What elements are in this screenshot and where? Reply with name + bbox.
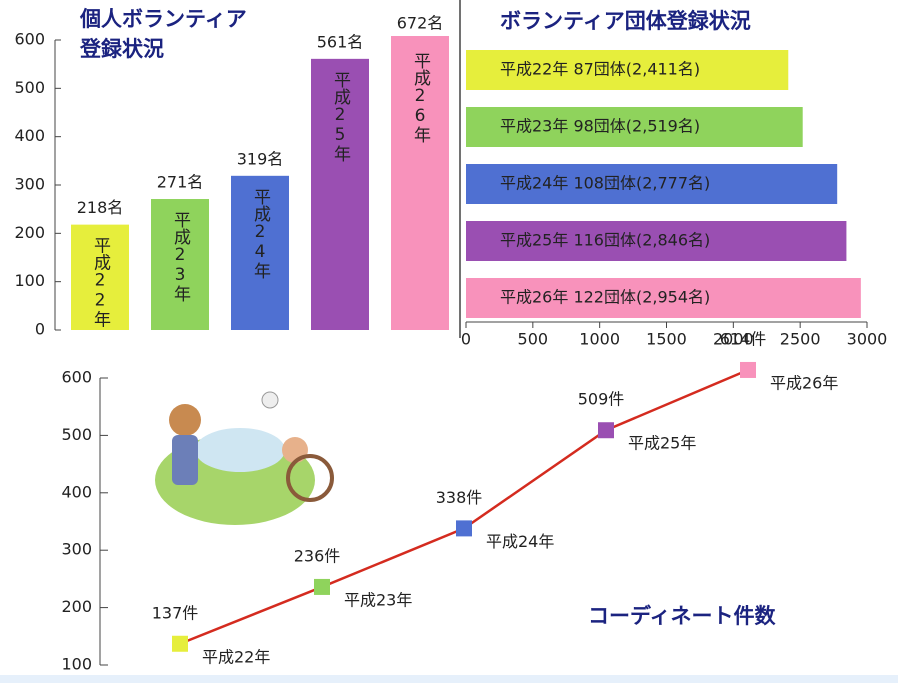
value-label: 319名 (237, 149, 284, 168)
value-label: 338件 (436, 488, 483, 507)
x-tick-label: 3000 (847, 330, 888, 349)
value-label: 平成26年 122団体(2,954名) (500, 288, 710, 307)
category-label: 平成24年 (250, 188, 271, 279)
category-label: 平成23年 (344, 590, 412, 609)
category-label: 平成22年 (90, 237, 111, 328)
x-tick-label: 0 (461, 330, 471, 349)
value-label: 137件 (152, 603, 199, 622)
chart-title: 登録状況 (79, 37, 164, 61)
category-label: 平成26年 (410, 52, 431, 143)
y-tick-label: 0 (35, 320, 45, 339)
value-label: 平成23年 98団体(2,519名) (500, 117, 700, 136)
value-label: 平成25年 116団体(2,846名) (500, 231, 710, 250)
y-tick-label: 400 (61, 482, 92, 501)
marker (598, 422, 614, 438)
category-label: 平成24年 (486, 532, 554, 551)
marker (314, 579, 330, 595)
frame (0, 675, 898, 683)
x-tick-label: 1500 (646, 330, 687, 349)
value-label: 614件 (720, 329, 767, 348)
marker (740, 362, 756, 378)
y-tick-label: 200 (61, 597, 92, 616)
value-label: 平成22年 87団体(2,411名) (500, 60, 700, 79)
category-label: 平成26年 (770, 373, 838, 392)
value-label: 平成24年 108団体(2,777名) (500, 174, 710, 193)
category-label: 平成22年 (202, 647, 270, 666)
y-tick-label: 100 (61, 655, 92, 674)
x-tick-label: 1000 (579, 330, 620, 349)
y-tick-label: 600 (61, 368, 92, 387)
page: 個人ボランティア登録状況0100200300400500600218名平成22年… (0, 0, 898, 683)
y-tick-label: 600 (14, 30, 45, 49)
value-label: 561名 (317, 32, 364, 51)
y-tick-label: 100 (14, 271, 45, 290)
y-tick-label: 500 (61, 425, 92, 444)
value-label: 271名 (157, 173, 204, 192)
y-tick-label: 200 (14, 223, 45, 242)
category-label: 平成23年 (170, 211, 191, 302)
value-label: 509件 (578, 390, 625, 409)
illustration (155, 392, 332, 525)
y-tick-label: 300 (14, 175, 45, 194)
value-label: 672名 (397, 14, 444, 33)
y-tick-label: 300 (61, 540, 92, 559)
category-label: 平成25年 (628, 434, 696, 453)
value-label: 218名 (77, 198, 124, 217)
chart-title: ボランティア団体登録状況 (500, 9, 751, 33)
x-tick-label: 2500 (780, 330, 821, 349)
y-tick-label: 400 (14, 126, 45, 145)
marker (172, 636, 188, 652)
y-tick-label: 500 (14, 78, 45, 97)
chart-title: コーディネート件数 (588, 604, 777, 628)
category-label: 平成25年 (330, 71, 351, 162)
x-tick-label: 500 (518, 330, 549, 349)
chart-title: 個人ボランティア (79, 7, 247, 31)
marker (456, 520, 472, 536)
value-label: 236件 (294, 546, 341, 565)
